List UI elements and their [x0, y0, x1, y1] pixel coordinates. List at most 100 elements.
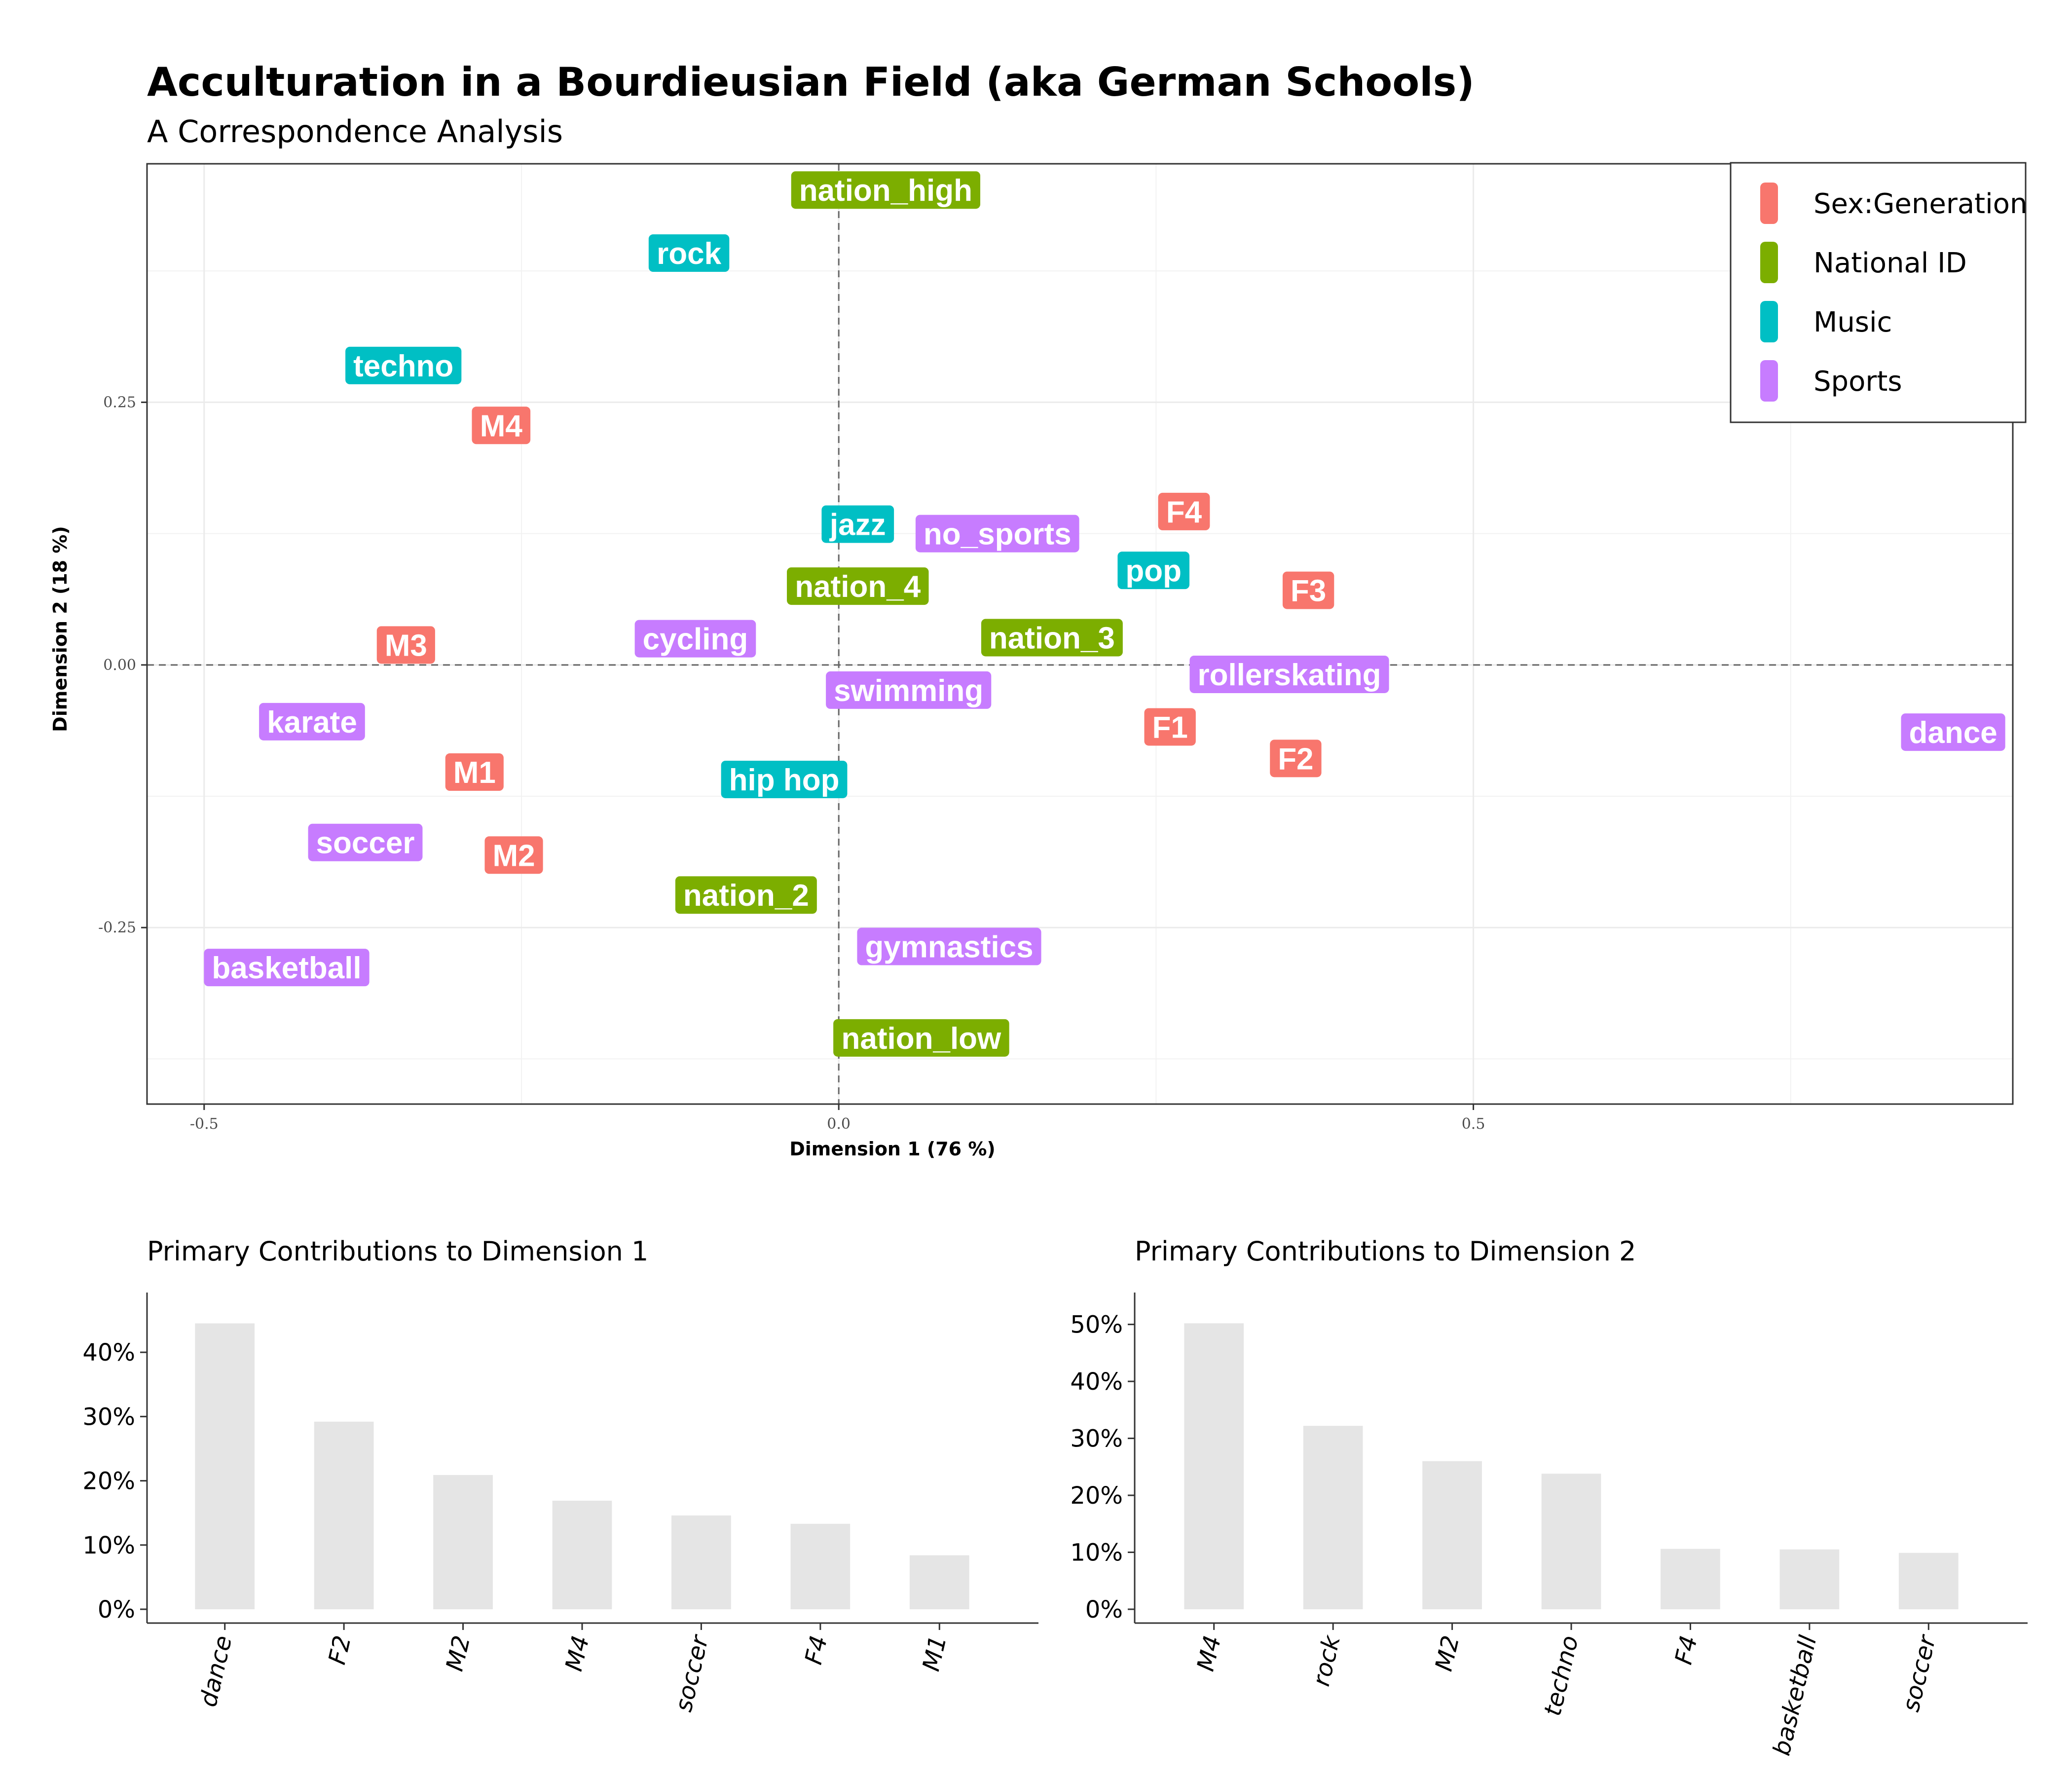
point-label-box [821, 505, 894, 543]
point-label-group: F3 [1282, 571, 1334, 609]
bar1-x-tick-label: M1 [917, 1633, 952, 1674]
bar2-x-tick-label: soccer [1897, 1631, 1941, 1714]
legend-key [1760, 183, 1778, 224]
point-label-box [791, 171, 981, 209]
point-label-box [345, 346, 462, 384]
point-label-box [915, 515, 1079, 553]
point-label: F3 [1291, 574, 1326, 608]
point-label: cycling [643, 623, 748, 657]
bar2-y-tick-label: 0% [1085, 1596, 1123, 1624]
x-tick-label: -0.5 [190, 1115, 219, 1133]
point-label-box [1117, 552, 1190, 590]
bar1-y-tick-label: 40% [82, 1339, 135, 1367]
point-label: F2 [1278, 742, 1313, 776]
x-axis-title: Dimension 1 (76 %) [789, 1138, 996, 1160]
point-label: M2 [492, 839, 535, 873]
bar1-bar [790, 1523, 851, 1609]
bar2-bar [1541, 1474, 1601, 1609]
point-label: M3 [385, 629, 427, 663]
point-label-group: cycling [634, 620, 756, 658]
legend-label: Sex:Generation [1813, 188, 2027, 220]
point-label-box [826, 671, 992, 709]
point-label-group: nation_4 [787, 567, 929, 605]
legend-box [1730, 162, 2027, 423]
point-label-group: nation_3 [981, 619, 1123, 657]
point-label: pop [1125, 554, 1182, 588]
bar-chart-dimension-2: M4 rock M2 techno F4 basketball soccer 0% 10% 20%… [1070, 1293, 2028, 1758]
point-label-group: no_sports [915, 515, 1079, 553]
point-label: nation_2 [683, 879, 809, 913]
y-tick-label: 0.25 [103, 394, 136, 411]
point-label: nation_high [799, 174, 972, 208]
point-label-box [445, 753, 504, 791]
point-label-group: M3 [376, 626, 435, 664]
point-label: F1 [1152, 710, 1187, 744]
x-tick-label: 0.0 [827, 1115, 851, 1133]
point-label-box [648, 234, 730, 272]
bar1-y-tick-label: 20% [82, 1468, 135, 1495]
point-label-group: pop [1117, 552, 1190, 590]
point-label-box [1282, 571, 1334, 609]
point-label: dance [1909, 716, 1997, 750]
point-label-group: F2 [1270, 740, 1322, 777]
y-axis-title: Dimension 2 (18 %) [49, 526, 71, 732]
bar1-bar [314, 1421, 374, 1609]
ca-scatter-plot: -0.5 0.0 0.5 -0.25 0.00 0.25 Dimension 1 (76 %… [49, 162, 2027, 1160]
point-label-box [833, 1019, 1009, 1057]
point-label-group: M1 [445, 753, 504, 791]
bar2-y-tick-label: 20% [1070, 1482, 1123, 1510]
point-label: rock [657, 237, 721, 271]
point-label: soccer [316, 826, 415, 860]
point-label-box [1189, 655, 1389, 693]
point-label: basketball [212, 951, 361, 985]
point-label-group: nation_high [791, 171, 981, 209]
bar2-y-tick-label: 30% [1070, 1425, 1123, 1453]
bar2-x-tick-label: M4 [1192, 1633, 1227, 1674]
bar1-bar [671, 1515, 731, 1609]
point-label-group: rollerskating [1189, 655, 1389, 693]
point-label-box [484, 836, 543, 874]
bar1-bar [195, 1323, 255, 1609]
point-label: nation_4 [795, 570, 921, 604]
bar1-x-tick-label: soccer [669, 1631, 714, 1714]
bar1-x-tick-label: M2 [441, 1633, 476, 1674]
point-label-box [721, 760, 848, 798]
point-label-group: jazz [821, 505, 894, 543]
point-label: M4 [480, 409, 523, 443]
point-label-box [787, 567, 929, 605]
point-label: nation_low [842, 1022, 1002, 1056]
legend-key [1760, 360, 1778, 402]
point-label-group: karate [259, 703, 365, 740]
point-label-group: nation_2 [675, 876, 817, 914]
point-label-box [981, 619, 1123, 657]
point-label-box [259, 703, 365, 740]
point-label-group: F4 [1158, 492, 1210, 530]
point-label-group: hip hop [721, 760, 848, 798]
y-tick-label: -0.25 [98, 919, 136, 936]
bar-chart-1-title: Primary Contributions to Dimension 1 [147, 1236, 649, 1267]
point-label-box [675, 876, 817, 914]
bar2-x-tick-label: techno [1539, 1633, 1584, 1718]
bar2-x-tick-label: basketball [1768, 1632, 1822, 1758]
point-label-group: F1 [1144, 708, 1196, 746]
legend-key [1760, 301, 1778, 342]
bar1-x-tick-label: F2 [323, 1633, 357, 1667]
point-label: rollerskating [1197, 658, 1381, 692]
point-label-group: swimming [826, 671, 992, 709]
point-label-box [204, 949, 370, 987]
point-label: techno [353, 349, 453, 383]
bar2-bar [1661, 1549, 1720, 1609]
bar2-y-tick-label: 50% [1070, 1311, 1123, 1339]
point-label-box [857, 927, 1041, 965]
bar1-y-tick-label: 30% [82, 1403, 135, 1431]
point-label: gymnastics [865, 930, 1033, 964]
point-label-box [472, 407, 531, 444]
point-label-box [634, 620, 756, 658]
bar1-bar [909, 1555, 969, 1609]
bar2-x-tick-label: M2 [1430, 1633, 1465, 1674]
point-label: M1 [453, 756, 496, 790]
point-label-group: soccer [308, 823, 423, 861]
bar2-bar [1303, 1426, 1363, 1609]
point-label-box [308, 823, 423, 861]
y-tick-label: 0.00 [103, 657, 136, 674]
